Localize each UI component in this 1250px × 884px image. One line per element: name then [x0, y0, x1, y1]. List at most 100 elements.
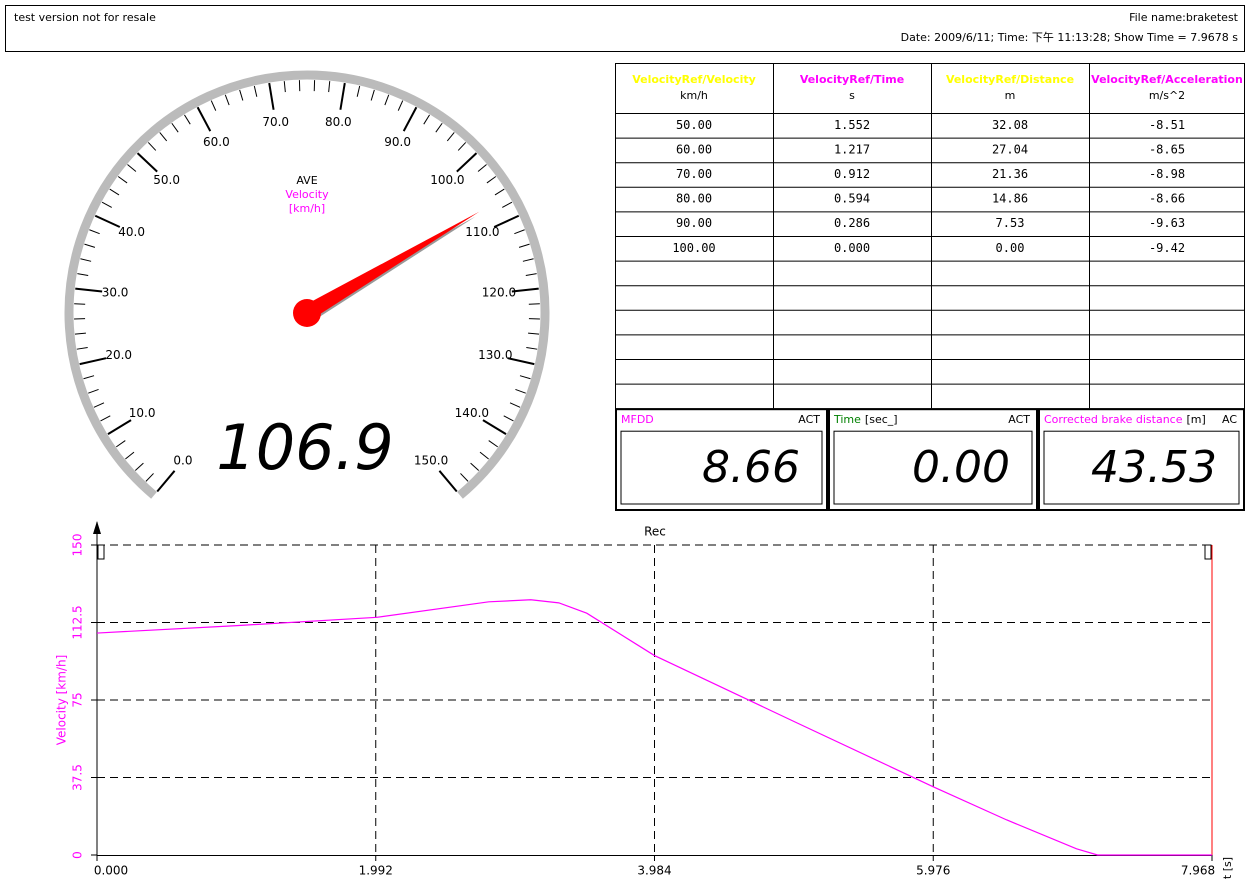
display-unit: [sec_]	[865, 413, 898, 426]
gauge-minor-tick	[109, 188, 120, 196]
gauge-minor-tick	[145, 473, 154, 482]
gauge-minor-tick	[515, 388, 526, 394]
x-tick-label: 3.984	[637, 864, 671, 878]
gauge-minor-tick	[84, 243, 96, 248]
gauge-tick-label: 50.0	[153, 173, 180, 187]
display-name: Corrected brake distance	[1044, 413, 1183, 426]
gauge-minor-tick	[460, 473, 469, 482]
cursor-left-marker	[97, 544, 105, 560]
column-name: VelocityRef/Velocity	[632, 73, 756, 86]
gauge-minor-tick	[89, 229, 100, 235]
table-cell: 50.00	[676, 118, 712, 132]
gauge-minor-tick	[509, 402, 521, 408]
gauge-minor-tick	[171, 122, 179, 133]
display-status: ACT	[1008, 413, 1030, 426]
gauge-minor-tick	[77, 273, 89, 276]
display-value: 0.00	[912, 442, 1010, 493]
gauge-display: 106.9	[216, 411, 394, 484]
table-cell: -9.42	[1149, 241, 1185, 255]
gauge-minor-tick	[518, 243, 530, 248]
table-cell: -8.51	[1149, 118, 1185, 132]
gauge-minor-tick	[470, 462, 480, 471]
gauge: 0.0 10.0 20.0 30.0 40.0 50.0 60.0 70.0 80.0 90.0 1…	[64, 70, 550, 499]
gauge-tick-label: 70.0	[262, 115, 289, 129]
gauge-minor-tick	[384, 94, 390, 106]
column-unit: m	[1005, 89, 1016, 102]
gauge-label: Velocity	[285, 188, 329, 201]
y-tick-label: 112.5	[71, 605, 85, 639]
display-name: Time	[833, 413, 861, 426]
gauge-major-tick	[507, 357, 535, 366]
gauge-tick-label: 40.0	[118, 225, 145, 239]
gauge-minor-tick	[356, 85, 361, 97]
table-cell: -8.98	[1149, 167, 1185, 181]
cursor-right-marker	[1204, 544, 1212, 560]
column-name: VelocityRef/Distance	[946, 73, 1074, 86]
y-tick-label: 75	[71, 692, 85, 707]
display-label: Time [sec_]	[833, 413, 898, 426]
table-cell: 0.00	[996, 241, 1025, 255]
table-cell: 0.000	[834, 241, 870, 255]
gauge-minor-tick	[328, 81, 331, 93]
gauge-minor-tick	[526, 346, 538, 350]
table-cell: 0.912	[834, 167, 870, 181]
gauge-tick-label: 10.0	[129, 406, 156, 420]
gauge-minor-tick	[100, 415, 111, 422]
table-cell: 27.04	[992, 142, 1028, 156]
gauge-minor-tick	[502, 201, 513, 208]
display-status: AC	[1222, 413, 1237, 426]
table-cell: 90.00	[676, 216, 712, 230]
table-cell: 7.53	[996, 216, 1025, 230]
gauge-major-tick	[136, 152, 158, 173]
gauge-minor-tick	[134, 462, 144, 471]
gauge-minor-tick	[125, 451, 135, 460]
gauge-minor-tick	[435, 122, 443, 133]
gauge-major-tick	[511, 287, 539, 293]
gauge-tick-label: 130.0	[478, 348, 512, 362]
gauge-major-tick	[75, 287, 103, 293]
gauge-minor-tick	[525, 273, 537, 276]
gauge-major-tick	[456, 152, 478, 173]
gauge-minor-tick	[116, 440, 126, 448]
table-cell: 21.36	[992, 167, 1028, 181]
header-info: Date: 2009/6/11; Time: 下午 11:13:28; Show…	[901, 31, 1239, 44]
table-cell: 70.00	[676, 167, 712, 181]
gauge-minor-tick	[83, 375, 95, 380]
table-cell: 60.00	[676, 142, 712, 156]
gauge-minor-tick	[88, 388, 99, 394]
gauge-major-tick	[94, 214, 121, 228]
gauge-label: AVE	[296, 174, 317, 187]
y-tick-label: 0	[71, 851, 85, 859]
gauge-minor-tick	[159, 132, 168, 142]
header-left: test version not for resale	[14, 11, 156, 24]
gauge-minor-tick	[283, 81, 286, 93]
table-cell: 0.286	[834, 216, 870, 230]
needle	[302, 211, 480, 320]
gauge-tick-label: 140.0	[455, 406, 489, 420]
column-unit: s	[849, 89, 855, 102]
gauge-major-tick	[339, 82, 346, 110]
gauge-tick-label: 80.0	[325, 115, 352, 129]
header-box	[5, 5, 1245, 52]
gauge-minor-tick	[423, 114, 430, 125]
y-tick-label: 150	[71, 534, 85, 557]
display-inner	[620, 430, 823, 505]
file-name: File name:braketest	[1129, 11, 1239, 24]
gauge-major-tick	[402, 106, 418, 132]
displays: MFDD ACT 8.66 Time [sec_] ACT 0.00 Corrected br…	[615, 408, 1245, 512]
gauge-minor-tick	[74, 332, 86, 335]
gauge-minor-tick	[253, 85, 258, 97]
needle-hub	[293, 299, 321, 327]
gauge-minor-tick	[486, 176, 497, 184]
gauge-major-tick	[156, 470, 176, 493]
gauge-minor-tick	[184, 114, 191, 125]
gauge-minor-tick	[494, 188, 505, 196]
gauge-minor-tick	[514, 229, 525, 235]
table-cell: 14.86	[992, 192, 1028, 206]
table-cell: -8.65	[1149, 142, 1185, 156]
gauge-tick-label: 20.0	[105, 348, 132, 362]
gauge-tick-label: 110.0	[465, 225, 499, 239]
display-inner	[833, 430, 1033, 505]
gauge-major-tick	[482, 419, 507, 436]
